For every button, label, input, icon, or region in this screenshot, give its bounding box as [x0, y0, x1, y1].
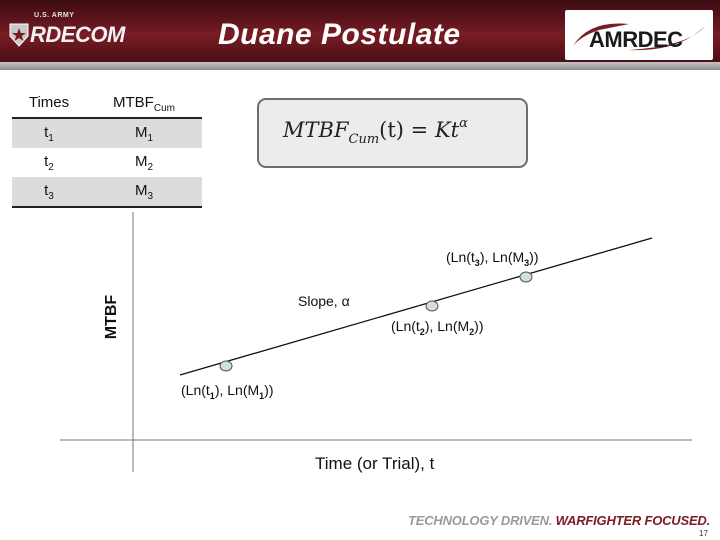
label-sub: 3	[524, 257, 530, 268]
time-var: t	[44, 181, 49, 199]
label-part: ), Ln(M	[479, 249, 525, 265]
table-cell-mtbf: M3	[86, 177, 202, 207]
label-part: ))	[529, 249, 539, 265]
amrdec-text: AMRDEC	[589, 27, 683, 52]
tagline-part1: TECHNOLOGY DRIVEN.	[408, 513, 553, 528]
column-header-times: Times	[28, 94, 70, 111]
trend-line	[179, 237, 653, 376]
table-row: t2 M2	[12, 148, 202, 177]
duane-equation: MTBFCum(t) = Ktα	[283, 116, 468, 147]
label-part: (Ln(t	[391, 318, 420, 334]
data-point	[219, 360, 233, 372]
mtbf-header-main: MTBF	[113, 94, 154, 111]
data-point	[519, 271, 533, 283]
time-var: t	[44, 123, 49, 141]
time-sub: 2	[48, 161, 54, 173]
equation-lhs: MTBF	[283, 118, 349, 142]
label-part: ))	[264, 382, 274, 398]
table-cell-mtbf: M2	[86, 148, 202, 177]
data-point	[425, 300, 439, 312]
equation-exponent: α	[459, 116, 468, 131]
time-var: t	[44, 152, 49, 170]
mtbf-var: M	[134, 123, 148, 141]
label-part: ), Ln(M	[424, 318, 470, 334]
table-cell-time: t2	[12, 148, 86, 177]
point-label-1: (Ln(t1), Ln(M1))	[181, 382, 274, 401]
rdecom-logo: U.S. ARMY RDECOM	[8, 10, 158, 54]
mtbf-var: M	[134, 152, 148, 170]
time-sub: 1	[48, 132, 54, 144]
table-cell-time: t1	[12, 118, 86, 148]
mtbf-sub: 1	[147, 132, 154, 144]
mtbf-sub: 3	[147, 190, 154, 202]
time-sub: 3	[48, 190, 54, 202]
mtbf-sub: 2	[147, 161, 154, 173]
times-mtbf-table: Times MTBFCum t1 M1 t2 M2 t3 M3	[12, 88, 202, 208]
army-star-icon	[9, 23, 29, 47]
label-part: ), Ln(M	[214, 382, 260, 398]
column-header-mtbf: MTBFCum	[86, 88, 202, 118]
equation-box: MTBFCum(t) = Ktα	[257, 98, 528, 168]
label-sub: 2	[469, 326, 475, 337]
tagline-part2: WARFIGHTER FOCUSED.	[555, 513, 711, 528]
header-divider	[0, 62, 720, 70]
swoosh-icon	[573, 23, 705, 51]
table-cell-mtbf: M1	[86, 118, 202, 148]
equation-lhs-sub: Cum	[348, 132, 380, 147]
amrdec-logo: AMRDEC	[565, 10, 713, 60]
point-label-3: (Ln(t3), Ln(M3))	[446, 249, 539, 268]
label-sub: 3	[474, 257, 480, 268]
mtbf-var: M	[134, 181, 148, 199]
page-title: Duane Postulate	[218, 18, 461, 51]
logo-small-text: U.S. ARMY	[34, 12, 75, 19]
page-number: 17	[699, 529, 708, 538]
x-axis-label: Time (or Trial), t	[315, 454, 435, 473]
table-row: t1 M1	[12, 118, 202, 148]
label-part: ))	[474, 318, 484, 334]
table-cell-time: t3	[12, 177, 86, 207]
label-sub: 2	[419, 326, 425, 337]
label-sub: 1	[259, 390, 265, 401]
slope-label: Slope, α	[298, 293, 350, 309]
y-axis-label: MTBF	[103, 294, 120, 340]
mtbf-header-sub: Cum	[153, 103, 175, 114]
table-row: t3 M3	[12, 177, 202, 207]
label-part: (Ln(t	[446, 249, 475, 265]
label-sub: 1	[209, 390, 215, 401]
equation-arg: (t) =	[379, 118, 435, 142]
equation-rhs: Kt	[434, 118, 460, 142]
table-header-row: Times MTBFCum	[12, 88, 202, 118]
logo-main-text: RDECOM	[30, 22, 125, 47]
point-label-2: (Ln(t2), Ln(M2))	[391, 318, 484, 337]
header-banner: U.S. ARMY RDECOM Duane Postulate AMRDEC	[0, 0, 720, 62]
label-part: (Ln(t	[181, 382, 210, 398]
footer-tagline: TECHNOLOGY DRIVEN. WARFIGHTER FOCUSED.	[408, 513, 710, 528]
